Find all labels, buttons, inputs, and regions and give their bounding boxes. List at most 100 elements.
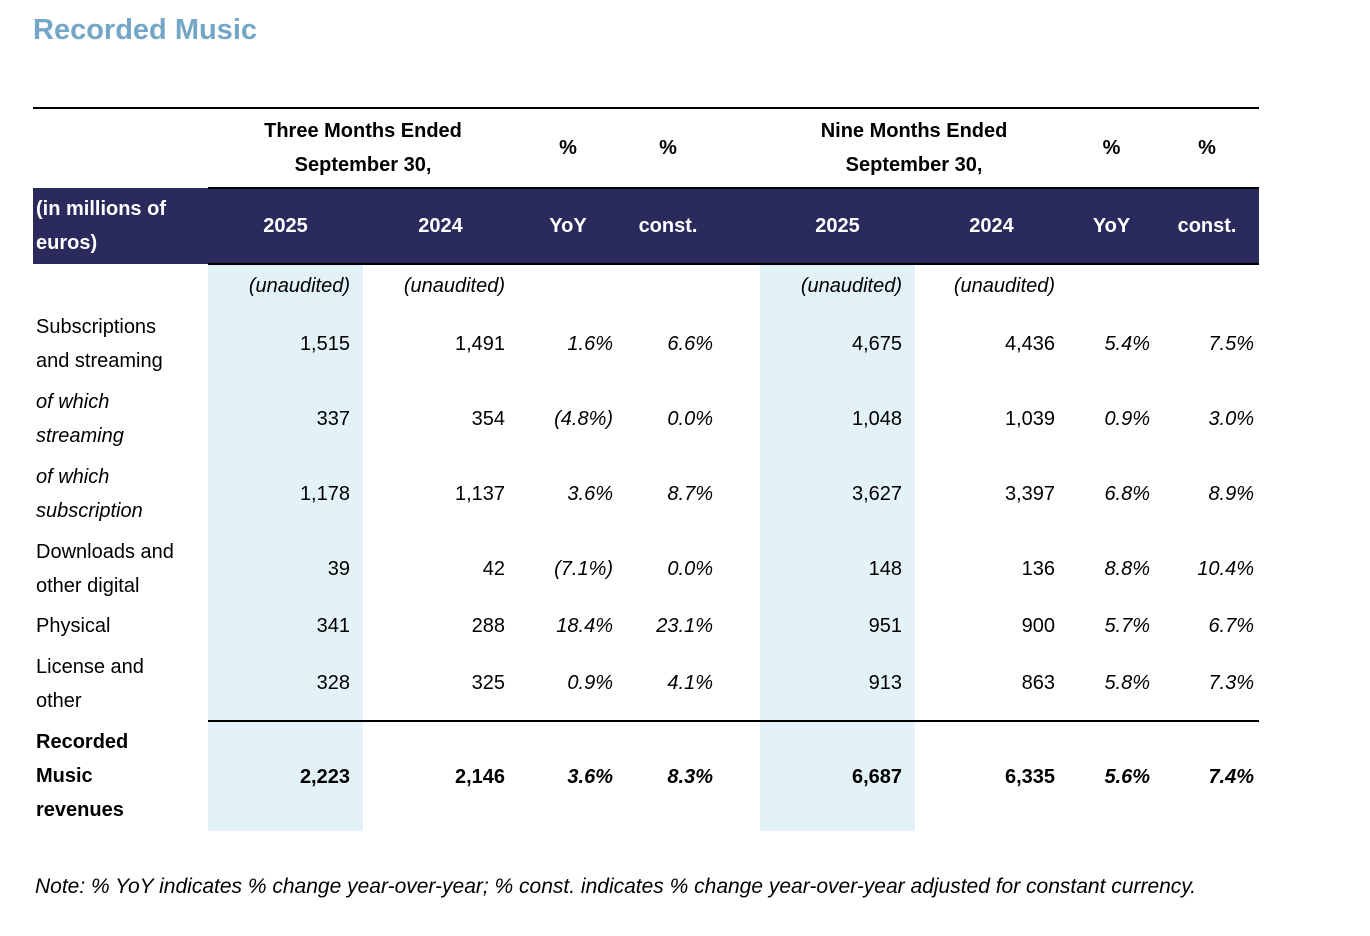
unaudited-tm-2025: (unaudited) bbox=[208, 264, 363, 306]
unit-label-cell: (in millions of euros) bbox=[33, 188, 208, 264]
group-header-row: Three Months Ended September 30, % % Nin… bbox=[33, 107, 1260, 189]
recorded-music-report: Recorded Music Three Months Ended Septem… bbox=[0, 14, 1370, 899]
row-physical: Physical 341 288 18.4% 23.1% 951 900 5.7… bbox=[33, 606, 1259, 646]
cell-tm-const: 23.1% bbox=[656, 615, 714, 637]
cell-tm-yoy: 1.6% bbox=[567, 332, 614, 355]
cell-tm-2025: 39 bbox=[208, 531, 363, 606]
cell-tm-2025: 1,515 bbox=[208, 306, 363, 381]
cell-tm-2024: 42 bbox=[482, 557, 506, 580]
cell-tm-yoy: (4.8%) bbox=[554, 407, 614, 430]
row-label: of which streaming bbox=[33, 381, 208, 456]
cell-nm-2024: 136 bbox=[1021, 557, 1056, 580]
cell-nm-yoy: 5.8% bbox=[1104, 672, 1151, 694]
cell-nm-2025: 913 bbox=[760, 646, 916, 721]
cell-nm-const: 3.0% bbox=[1208, 407, 1255, 430]
header-nm-yoy: YoY bbox=[1068, 188, 1156, 265]
row-label-line: subscription bbox=[36, 499, 143, 522]
cell-tm-2024: 325 bbox=[471, 672, 506, 694]
nine-months-header-line1: Nine Months Ended bbox=[820, 120, 1008, 142]
gap-cell bbox=[718, 646, 760, 721]
cell-nm-const: 7.3% bbox=[1208, 672, 1255, 694]
row-subscriptions-and-streaming: Subscriptions and streaming 1,515 1,491 … bbox=[33, 306, 1259, 381]
row-label-line: streaming bbox=[36, 424, 124, 447]
page-title: Recorded Music bbox=[33, 14, 257, 46]
cell-tm-const: 4.1% bbox=[667, 672, 714, 694]
cell-nm-2025: 4,675 bbox=[760, 306, 916, 381]
total-label-line: Recorded bbox=[36, 731, 129, 753]
pct-header-nm-const: % bbox=[1155, 107, 1260, 189]
row-label: Physical bbox=[33, 606, 208, 646]
total-nm-const: 7.4% bbox=[1155, 720, 1260, 831]
year-header-row: (in millions of euros) 2025 2024 YoY con… bbox=[33, 188, 1260, 265]
three-months-header-line1: Three Months Ended bbox=[264, 120, 462, 142]
cell-tm-const: 6.6% bbox=[667, 332, 714, 355]
total-tm-const: 8.3% bbox=[618, 720, 719, 831]
cell-nm-2025: 148 bbox=[760, 531, 916, 606]
gap-cell bbox=[718, 306, 760, 381]
gap-cell bbox=[718, 606, 760, 646]
unaudited-gap-cell bbox=[718, 264, 760, 306]
row-label-line: of which bbox=[36, 390, 110, 413]
unaudited-empty-cell bbox=[618, 264, 718, 306]
total-row-label: Recorded Music revenues bbox=[33, 721, 208, 831]
row-label: Subscriptions and streaming bbox=[33, 306, 208, 381]
row-label-line: and streaming bbox=[36, 349, 163, 372]
three-months-header: Three Months Ended September 30, bbox=[208, 107, 519, 189]
unaudited-empty-cell bbox=[1155, 264, 1259, 306]
gap-cell bbox=[718, 531, 760, 606]
cell-tm-const: 8.7% bbox=[667, 482, 714, 505]
group-header-empty-cell bbox=[33, 107, 208, 188]
row-label-line: Subscriptions bbox=[36, 315, 157, 338]
total-tm-yoy: 3.6% bbox=[518, 720, 619, 831]
header-tm-yoy: YoY bbox=[518, 188, 619, 265]
total-label-line: revenues bbox=[36, 799, 124, 821]
cell-nm-yoy: 8.8% bbox=[1104, 557, 1151, 580]
cell-tm-2024: 1,491 bbox=[454, 332, 506, 355]
cell-nm-2024: 1,039 bbox=[1004, 407, 1056, 430]
header-nm-const: const. bbox=[1155, 188, 1260, 265]
cell-tm-2025: 1,178 bbox=[208, 456, 363, 531]
cell-nm-2024: 3,397 bbox=[1004, 482, 1056, 505]
total-nm-2025: 6,687 bbox=[760, 720, 916, 831]
cell-tm-yoy: 3.6% bbox=[567, 482, 614, 505]
unaudited-row: (unaudited) (unaudited) (unaudited) (una… bbox=[33, 264, 1259, 306]
unaudited-empty-cell bbox=[1068, 264, 1155, 306]
nine-months-header: Nine Months Ended September 30, bbox=[760, 107, 1069, 189]
row-of-which-subscription: of which subscription 1,178 1,137 3.6% 8… bbox=[33, 456, 1259, 531]
total-label-line: Music bbox=[36, 765, 93, 787]
row-label: License and other bbox=[33, 646, 208, 721]
row-of-which-streaming: of which streaming 337 354 (4.8%) 0.0% 1… bbox=[33, 381, 1259, 456]
unaudited-nm-2025: (unaudited) bbox=[760, 264, 916, 306]
cell-tm-yoy: 18.4% bbox=[556, 615, 614, 637]
recorded-music-table: Three Months Ended September 30, % % Nin… bbox=[33, 107, 1260, 831]
cell-nm-2025: 951 bbox=[760, 606, 916, 646]
cell-nm-yoy: 0.9% bbox=[1104, 407, 1151, 430]
row-label-line: Downloads and bbox=[36, 540, 174, 563]
unaudited-empty-cell bbox=[33, 264, 208, 306]
total-tm-2025: 2,223 bbox=[208, 720, 363, 831]
header-tm-const: const. bbox=[618, 188, 719, 265]
row-label: Downloads and other digital bbox=[33, 531, 208, 606]
cell-tm-2025: 337 bbox=[208, 381, 363, 456]
gap-cell bbox=[718, 381, 760, 456]
row-label-line: Physical bbox=[36, 615, 111, 637]
row-label-line: other digital bbox=[36, 574, 140, 597]
row-label-line: other bbox=[36, 689, 82, 712]
header-nm-2024: 2024 bbox=[915, 188, 1069, 265]
cell-tm-2024: 1,137 bbox=[454, 482, 506, 505]
row-recorded-music-revenues-total: Recorded Music revenues 2,223 2,146 3.6%… bbox=[33, 720, 1260, 831]
row-downloads-and-other-digital: Downloads and other digital 39 42 (7.1%)… bbox=[33, 531, 1259, 606]
cell-nm-yoy: 6.8% bbox=[1104, 482, 1151, 505]
footnote: Note: % YoY indicates % change year-over… bbox=[35, 875, 1197, 898]
pct-header-tm-const: % bbox=[618, 107, 719, 189]
header-tm-2025: 2025 bbox=[208, 188, 363, 265]
row-label-line: of which bbox=[36, 465, 110, 488]
row-license-and-other: License and other 328 325 0.9% 4.1% 913 … bbox=[33, 646, 1259, 721]
unit-label-line2: euros) bbox=[36, 232, 98, 254]
cell-nm-2025: 3,627 bbox=[760, 456, 916, 531]
group-header-gap-cell bbox=[718, 107, 761, 189]
cell-tm-2025: 341 bbox=[208, 606, 363, 646]
row-label: of which subscription bbox=[33, 456, 208, 531]
cell-nm-const: 7.5% bbox=[1208, 332, 1255, 355]
header-gap-cell bbox=[718, 188, 761, 265]
